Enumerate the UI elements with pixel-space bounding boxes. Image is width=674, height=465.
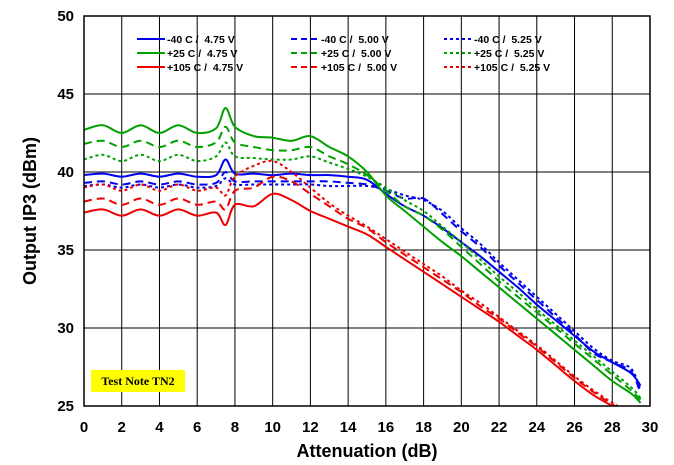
y-tick-label: 30 [57,320,74,337]
plot-background [84,16,650,406]
x-tick-label: 4 [155,419,164,436]
x-tick-label: 28 [604,419,621,436]
x-tick-label: 2 [118,419,126,436]
x-tick-label: 10 [264,419,281,436]
legend: -40 C / 4.75 V -40 C / 5.00 V -40 C / 5.25… [137,34,550,74]
series-line-6 [84,192,615,406]
test-note-box: Test Note TN2 [91,370,185,392]
y-tick-label: 50 [57,8,74,25]
y-tick-label: 25 [57,398,74,415]
legend-label-8: +105 C / 5.25 V [474,62,550,74]
x-tick-label: 30 [642,419,659,436]
series-line-7 [84,175,618,406]
legend-label-4: +25 C / 5.00 V [321,48,391,60]
series-line-8 [84,159,619,406]
series-lines [84,107,642,406]
x-tick-labels: 0 2 4 6 8 10 12 14 16 18 20 22 24 26 28 30 [80,419,659,436]
x-tick-label: 14 [340,419,357,436]
y-tick-labels: 25 30 35 40 45 50 [57,8,74,415]
x-tick-label: 16 [378,419,395,436]
y-axis-title: Output IP3 (dBm) [20,137,40,285]
x-tick-label: 26 [566,419,583,436]
legend-label-0: -40 C / 4.75 V [167,34,235,46]
legend-label-3: +25 C / 4.75 V [167,48,237,60]
x-tick-label: 18 [415,419,432,436]
legend-label-5: +25 C / 5.25 V [474,48,544,60]
x-tick-label: 22 [491,419,508,436]
series-line-5 [84,141,642,399]
series-line-2 [84,177,642,391]
x-tick-label: 6 [193,419,201,436]
series-line-0 [84,158,642,387]
y-tick-label: 35 [57,242,74,259]
legend-label-1: -40 C / 5.00 V [321,34,389,46]
test-note-label: Test Note TN2 [101,374,174,388]
series-line-3 [84,107,642,404]
x-tick-label: 20 [453,419,470,436]
plot-frame [83,15,651,407]
x-tick-label: 0 [80,419,88,436]
legend-label-7: +105 C / 5.00 V [321,62,397,74]
x-axis-title: Attenuation (dB) [297,441,438,461]
y-tick-label: 40 [57,164,74,181]
y-tick-label: 45 [57,86,74,103]
legend-label-2: -40 C / 5.25 V [474,34,542,46]
x-tick-label: 8 [231,419,239,436]
legend-label-6: +105 C / 4.75 V [167,62,243,74]
series-line-1 [84,171,642,394]
test-note-background [91,370,185,392]
x-tick-label: 12 [302,419,319,436]
x-tick-label: 24 [528,419,545,436]
series-line-4 [84,125,642,401]
